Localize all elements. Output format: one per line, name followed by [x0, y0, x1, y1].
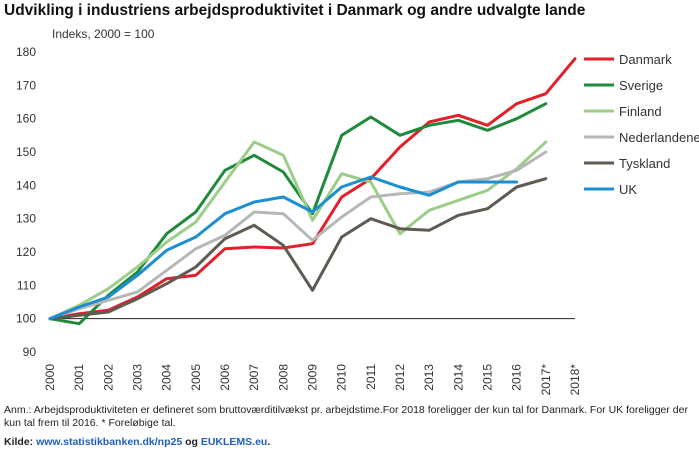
source-line: Kilde: www.statistikbanken.dk/np25 og EU… — [4, 436, 694, 448]
x-tick-label: 2000 — [43, 364, 57, 391]
x-tick-label: 2013 — [422, 364, 436, 391]
x-tick-label: 2016 — [510, 364, 524, 391]
legend-item: Danmark — [584, 52, 672, 67]
series-line-finland — [48, 140, 548, 321]
series-lines — [48, 57, 577, 326]
y-tick-label: 180 — [16, 45, 36, 59]
legend-item: Tyskland — [584, 156, 670, 171]
x-tick-label: 2009 — [306, 364, 320, 391]
x-tick-label: 2012 — [393, 364, 407, 391]
y-tick-label: 160 — [16, 112, 36, 126]
y-tick-label: 120 — [16, 245, 36, 259]
x-tick-label: 2014 — [451, 364, 465, 391]
legend-item: Sverige — [584, 78, 663, 93]
legend-label: UK — [619, 182, 637, 197]
series-line-nederlandene — [48, 150, 548, 321]
x-tick-label: 2004 — [160, 364, 174, 391]
x-tick-label: 2010 — [335, 364, 349, 391]
line-chart: Indeks, 2000 = 100 90 100 110 120 130 140 150 1… — [0, 22, 699, 402]
source-and: og — [185, 436, 198, 448]
x-axis-ticks: 2000 2001 2002 2003 2004 2005 2006 2007 2008 2009… — [43, 364, 582, 396]
legend-label: Tyskland — [619, 156, 670, 171]
chart-note: Anm.: Arbejdsproduktiviteten er definere… — [4, 404, 688, 429]
x-tick-label: 2006 — [218, 364, 232, 391]
source-label: Kilde: — [4, 436, 34, 448]
chart-title: Udvikling i industriens arbejdsproduktiv… — [4, 2, 586, 19]
x-tick-label: 2007 — [247, 364, 261, 391]
legend: Danmark Sverige Finland Nederlandene Tysklan… — [584, 52, 699, 197]
y-tick-label: 90 — [23, 345, 37, 359]
legend-item: Nederlandene — [584, 130, 699, 145]
y-tick-label: 140 — [16, 178, 36, 192]
y-axis-ticks: 90 100 110 120 130 140 150 160 170 180 — [16, 45, 36, 359]
y-tick-label: 110 — [17, 278, 36, 292]
y-tick-label: 130 — [16, 212, 36, 226]
x-tick-label: 2015 — [481, 364, 495, 391]
x-tick-label: 2011 — [364, 364, 378, 390]
legend-label: Danmark — [619, 52, 672, 67]
x-tick-label: 2005 — [189, 364, 203, 391]
statistikbanken-link[interactable]: www.statistikbanken.dk/np25 — [36, 436, 183, 448]
x-tick-label: 2003 — [131, 364, 145, 391]
series-line-tyskland — [48, 177, 548, 321]
x-tick-label: 2008 — [276, 364, 290, 391]
x-tick-label: 2001 — [72, 364, 86, 391]
x-tick-label: 2017* — [539, 364, 553, 396]
x-tick-label: 2018* — [568, 364, 582, 396]
series-line-uk — [48, 175, 519, 321]
source-end: . — [267, 436, 271, 448]
legend-label: Sverige — [619, 78, 663, 93]
legend-label: Finland — [619, 104, 662, 119]
legend-label: Nederlandene — [619, 130, 699, 145]
y-tick-label: 150 — [16, 145, 36, 159]
x-tick-label: 2002 — [101, 364, 115, 391]
legend-item: UK — [584, 182, 637, 197]
chart-svg: Indeks, 2000 = 100 90 100 110 120 130 140 150 1… — [16, 27, 699, 396]
series-line-sverige — [48, 102, 548, 326]
y-tick-label: 100 — [16, 312, 36, 326]
legend-item: Finland — [584, 104, 662, 119]
y-axis-label: Indeks, 2000 = 100 — [52, 27, 155, 41]
y-tick-label: 170 — [16, 78, 36, 92]
euklems-link[interactable]: EUKLEMS.eu — [200, 436, 268, 448]
series-line-danmark — [48, 57, 577, 321]
